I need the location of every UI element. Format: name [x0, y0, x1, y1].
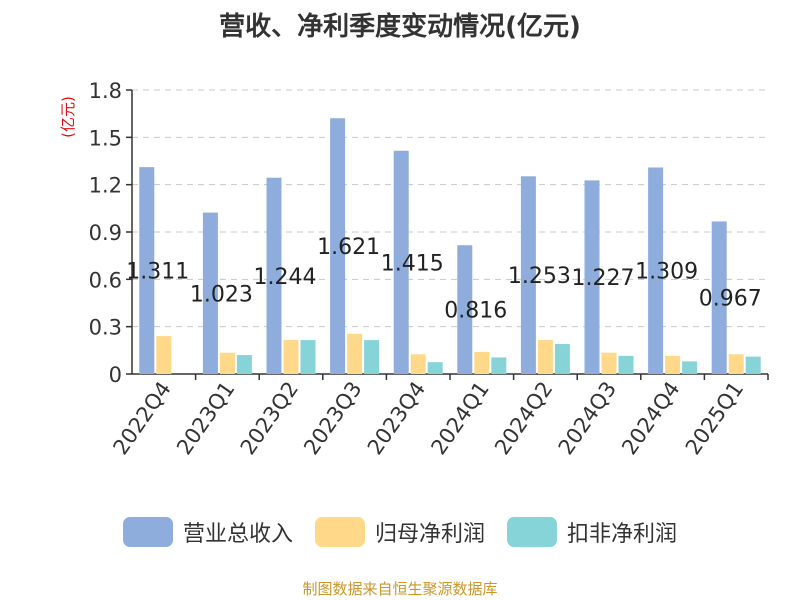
legend-label-revenue: 营业总收入 — [182, 522, 293, 547]
y-tick-label: 0.6 — [89, 268, 122, 292]
bar-revenue — [711, 221, 727, 374]
bar-deducted-profit — [491, 357, 507, 374]
bar-deducted-profit — [745, 356, 761, 374]
y-tick-label: 0.9 — [89, 221, 122, 245]
bar-revenue — [648, 167, 664, 374]
legend-swatch-net-profit — [314, 517, 365, 547]
legend-swatch-revenue — [122, 517, 173, 547]
y-axis-label: (亿元) — [59, 96, 77, 138]
bar-deducted-profit — [554, 344, 570, 374]
x-tick-label: 2024Q3 — [554, 377, 621, 459]
source-note: 制图数据来自恒生聚源数据库 — [302, 580, 498, 598]
y-tick-label: 1.8 — [89, 79, 122, 103]
data-label: 1.309 — [635, 260, 698, 285]
x-tick-label: 2023Q2 — [236, 377, 303, 459]
data-label: 1.311 — [126, 260, 189, 285]
bar-revenue — [393, 150, 409, 374]
y-tick-label: 1.5 — [89, 126, 122, 150]
bar-deducted-profit — [682, 361, 698, 374]
x-tick-label: 2025Q1 — [681, 377, 748, 459]
bar-deducted-profit — [618, 355, 634, 374]
bar-deducted-profit — [364, 340, 380, 374]
legend-label-net-profit: 归母净利润 — [374, 522, 485, 547]
data-label: 1.415 — [381, 251, 444, 276]
bar-revenue — [139, 167, 155, 374]
x-tick-label: 2024Q1 — [426, 377, 493, 459]
bar-net-profit — [601, 352, 617, 374]
bar-net-profit — [537, 340, 553, 374]
y-tick-label: 0.3 — [89, 316, 122, 340]
bar-revenue — [520, 176, 536, 374]
legend-item-deducted-profit[interactable]: 扣非净利润 — [507, 516, 677, 548]
bar-revenue — [266, 177, 282, 374]
x-tick-label: 2023Q1 — [172, 377, 239, 459]
legend-item-net-profit[interactable]: 归母净利润 — [314, 516, 485, 548]
data-label: 1.023 — [190, 282, 253, 307]
data-label: 1.621 — [317, 235, 380, 260]
data-label: 0.967 — [699, 287, 762, 312]
bar-deducted-profit — [427, 362, 443, 374]
bar-net-profit — [219, 352, 235, 374]
y-tick-label: 1.2 — [89, 174, 122, 198]
legend-swatch-deducted-profit — [507, 517, 557, 547]
legend: 营业总收入 归母净利润 扣非净利润 — [0, 516, 800, 548]
bar-net-profit — [728, 354, 744, 374]
bar-deducted-profit — [300, 340, 316, 374]
data-label: 1.227 — [572, 266, 635, 291]
bar-net-profit — [665, 355, 681, 374]
bar-net-profit — [410, 354, 426, 374]
bar-revenue — [202, 212, 218, 374]
data-label: 1.244 — [254, 265, 317, 290]
x-tick-label: 2024Q2 — [490, 377, 557, 459]
bar-net-profit — [347, 333, 363, 374]
bar-revenue — [457, 245, 473, 374]
x-tick-label: 2024Q4 — [617, 377, 684, 459]
bar-revenue — [584, 180, 600, 374]
x-tick-label: 2023Q3 — [299, 377, 366, 459]
legend-item-revenue[interactable]: 营业总收入 — [122, 516, 293, 548]
chart-title: 营收、净利季度变动情况(亿元) — [219, 12, 581, 42]
data-label: 1.253 — [508, 264, 571, 289]
legend-label-deducted-profit: 扣非净利润 — [567, 522, 678, 547]
bar-net-profit — [156, 336, 172, 374]
x-tick-label: 2022Q4 — [108, 377, 175, 459]
x-tick-label: 2023Q4 — [363, 377, 430, 459]
y-tick-label: 0 — [109, 363, 122, 387]
data-label: 0.816 — [444, 299, 507, 324]
bar-revenue — [330, 118, 346, 375]
bar-net-profit — [474, 351, 490, 374]
bar-net-profit — [283, 340, 299, 374]
bar-deducted-profit — [236, 355, 252, 374]
